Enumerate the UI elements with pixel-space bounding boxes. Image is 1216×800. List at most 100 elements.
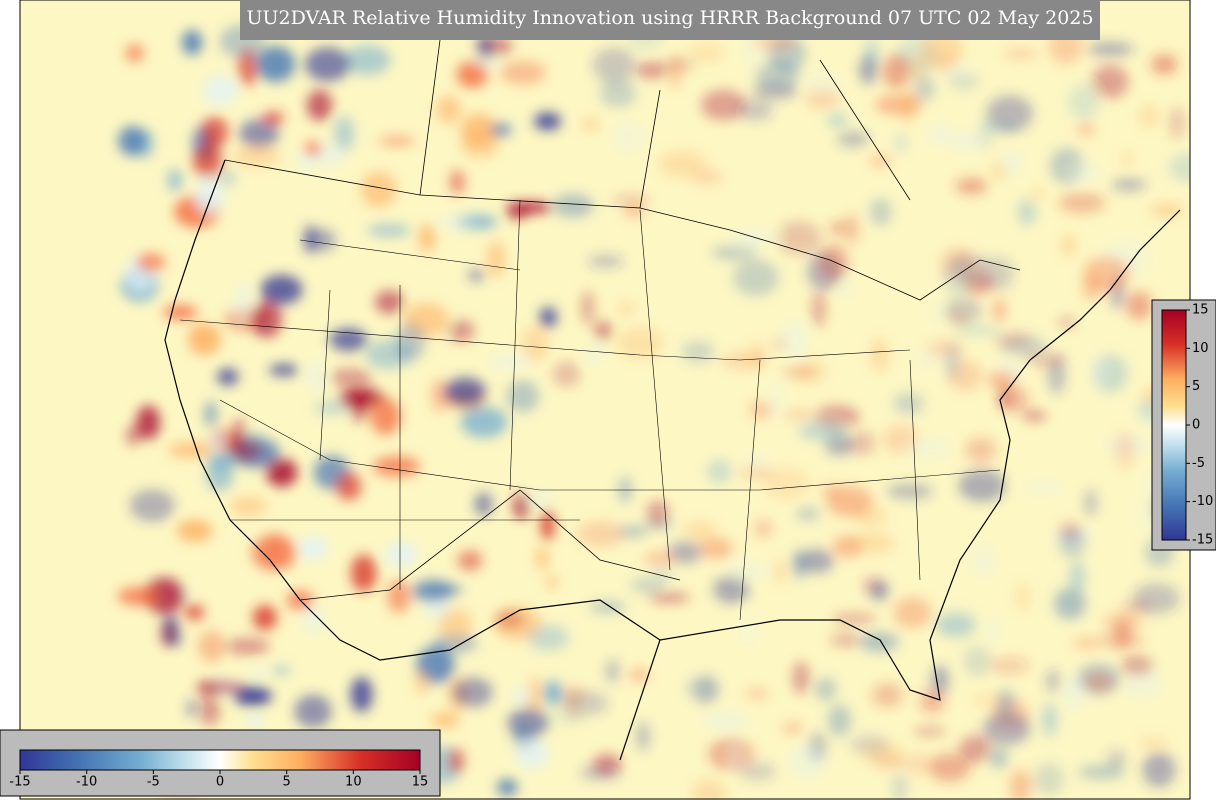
field-blob <box>616 526 648 538</box>
field-blob <box>252 605 278 631</box>
field-blob <box>581 290 595 325</box>
field-blob <box>940 65 974 80</box>
field-blob <box>514 686 529 705</box>
tick-label: -5 <box>1192 456 1205 471</box>
field-blob <box>826 486 873 517</box>
field-blob <box>474 492 493 516</box>
field-blob <box>776 220 822 255</box>
field-blob <box>948 359 982 392</box>
field-blob <box>1073 636 1101 650</box>
field-blob <box>737 762 777 781</box>
colorbar-ticks: -15 -10 -5 0 5 10 15 <box>9 770 428 790</box>
field-blob <box>703 712 749 731</box>
field-blob <box>350 676 373 713</box>
field-blob <box>1091 64 1129 99</box>
field-blob <box>1111 178 1147 192</box>
tick-label: 10 <box>345 775 362 790</box>
field-blob <box>378 135 415 147</box>
field-blob <box>350 554 377 592</box>
title: UU2DVAR Relative Humidity Innovation usi… <box>246 7 1093 29</box>
field-blob <box>886 483 933 500</box>
field-blob <box>1125 291 1153 320</box>
field-blob <box>304 47 351 82</box>
field-blob <box>1069 560 1086 593</box>
field-blob <box>943 260 974 296</box>
field-blob <box>372 455 421 477</box>
field-blob <box>589 601 626 613</box>
field-blob <box>163 304 198 320</box>
field-blob <box>989 657 1030 674</box>
field-blob <box>201 116 229 148</box>
field-blob <box>251 299 283 338</box>
field-blob <box>521 326 549 363</box>
field-blob <box>986 95 1033 133</box>
field-blob <box>414 669 431 695</box>
field-blob <box>216 368 239 386</box>
field-blob <box>497 778 518 796</box>
field-blob <box>687 42 725 64</box>
field-blob <box>617 327 664 360</box>
field-blob <box>646 500 670 528</box>
field-blob <box>893 392 924 415</box>
field-blob <box>1028 188 1047 200</box>
field-blob <box>871 755 908 769</box>
field-blob <box>129 489 175 522</box>
field-blob <box>267 532 284 567</box>
field-blob <box>448 748 465 774</box>
field-blob <box>1132 583 1180 614</box>
field-blob <box>306 89 333 121</box>
field-blob <box>543 680 562 706</box>
field-blob <box>1106 749 1127 769</box>
field-blob <box>219 168 236 187</box>
field-blob <box>192 143 223 179</box>
field-blob <box>977 118 994 150</box>
field-blob <box>411 579 454 603</box>
field-blob <box>992 331 1033 348</box>
field-blob <box>959 735 992 763</box>
field-blob <box>926 124 955 145</box>
field-blob <box>1010 769 1031 800</box>
field-blob <box>965 437 997 464</box>
field-blob <box>707 459 732 484</box>
field-blob <box>306 359 325 394</box>
field-blob <box>207 453 237 470</box>
field-blob <box>1081 276 1103 302</box>
field-blob <box>349 390 370 422</box>
field-blob <box>913 75 935 102</box>
field-blob <box>826 113 848 128</box>
field-blob <box>452 677 493 708</box>
field-blob <box>668 54 682 89</box>
field-blob <box>1014 582 1030 611</box>
field-blob <box>225 637 271 656</box>
field-blob <box>208 431 226 451</box>
field-blob <box>830 632 863 647</box>
field-blob <box>249 666 265 683</box>
field-blob <box>681 340 715 364</box>
colorbar <box>1161 309 1187 541</box>
field-blob <box>199 692 221 727</box>
tick-label: -10 <box>1192 494 1213 509</box>
field-blob <box>385 541 418 568</box>
field-blob <box>460 131 500 159</box>
field-blob <box>1123 669 1162 699</box>
field-blob <box>447 319 475 342</box>
field-blob <box>713 575 750 604</box>
field-blob <box>437 608 473 640</box>
tick-label: 5 <box>283 775 291 790</box>
field-blob <box>811 291 826 328</box>
field-blob <box>303 224 317 254</box>
field-blob <box>858 55 878 85</box>
field-blob <box>1056 316 1078 329</box>
field-blob <box>832 613 877 624</box>
field-blob <box>539 306 558 328</box>
field-blob <box>1076 122 1096 137</box>
field-blob <box>955 177 988 195</box>
field-blob <box>983 618 1000 643</box>
field-blob <box>168 441 215 458</box>
field-blob <box>197 630 226 663</box>
field-blob <box>229 495 267 517</box>
colorbar-ticks: -15 -10 -5 0 5 10 15 <box>1186 303 1213 548</box>
field-blob <box>801 72 842 93</box>
field-blob <box>929 297 944 329</box>
field-blob <box>1138 104 1160 129</box>
